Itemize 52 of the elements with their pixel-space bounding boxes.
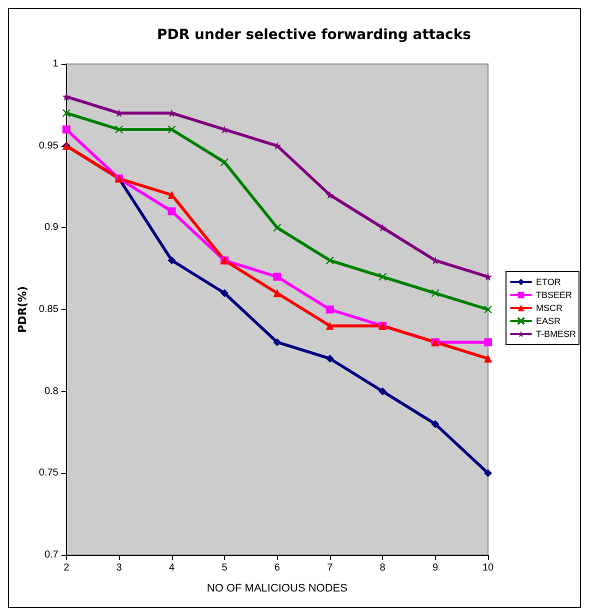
point (168, 256, 176, 264)
y-tick-label: 0.95 (38, 140, 59, 152)
point (220, 289, 228, 298)
point (378, 387, 387, 396)
legend-label: EASR (536, 316, 562, 326)
point (326, 322, 334, 330)
point (220, 158, 229, 166)
legend-label: T-BMESR (536, 329, 576, 339)
point (378, 224, 387, 232)
y-axis-title: PDR(%) (16, 286, 29, 333)
point (378, 272, 387, 281)
point (431, 289, 440, 298)
y-tick-label: 0.7 (44, 550, 59, 560)
x-tick-label: 4 (168, 562, 175, 574)
point (273, 272, 282, 281)
point (273, 289, 282, 298)
y-tick-label: 0.8 (44, 386, 59, 397)
y-tick-label: 0.85 (38, 304, 59, 315)
point (484, 354, 492, 363)
point (114, 125, 124, 134)
point (273, 338, 282, 346)
point (484, 305, 492, 314)
point (62, 109, 70, 118)
point (62, 92, 70, 101)
x-tick-label: 2 (64, 562, 70, 574)
x-tick-label: 6 (274, 562, 280, 574)
point (431, 256, 440, 264)
point (326, 354, 334, 363)
y-tick-label: 0.9 (44, 222, 59, 234)
x-axis-title: NO OF MALICIOUS NODES (206, 582, 348, 594)
point (168, 125, 176, 134)
point (484, 469, 492, 478)
point (273, 224, 282, 232)
chart-title: PDR under selective forwarding attacks (157, 27, 471, 43)
y-tick-label: 0.75 (38, 468, 59, 479)
point (484, 338, 492, 346)
point (431, 420, 440, 428)
legend-label: TBSEER (536, 290, 573, 300)
y-tick-label: 1 (52, 58, 59, 70)
point (326, 190, 334, 199)
x-tick-label: 5 (222, 562, 228, 574)
x-tick-label: 7 (327, 562, 334, 574)
x-tick-label: 3 (116, 562, 122, 574)
x-tick-label: 10 (482, 562, 494, 574)
point (62, 125, 70, 134)
point (326, 256, 334, 264)
point (168, 207, 176, 216)
legend-label: MSCR (536, 303, 563, 313)
legend-label: ETOR (536, 277, 562, 287)
x-tick-label: 9 (432, 562, 439, 574)
x-tick-label: 8 (380, 562, 386, 574)
point (326, 306, 334, 314)
